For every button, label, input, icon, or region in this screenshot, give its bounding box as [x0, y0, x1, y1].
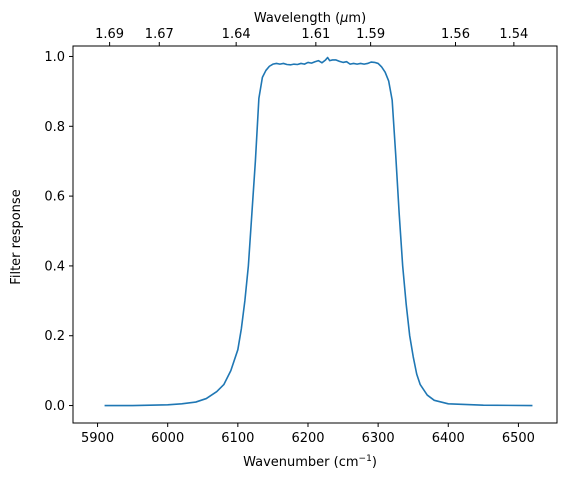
y-tick-label: 0.2 [44, 329, 65, 344]
top-tick-label: 1.61 [301, 27, 330, 42]
left-ticks: 0.0 0.2 0.4 0.6 0.8 1.0 [44, 50, 73, 414]
y-tick-label: 0.6 [44, 190, 65, 205]
filter-response-line [104, 56, 533, 407]
top-ticks: 1.69 1.67 1.64 1.61 1.59 1.56 1.54 [95, 27, 528, 46]
y-axis-label: Filter response [9, 189, 24, 284]
y-tick-label: 1.0 [44, 50, 65, 65]
x-tick-label: 6100 [221, 431, 254, 446]
x-axis-label-superscript: −1 [359, 454, 372, 464]
x-tick-label: 6200 [291, 431, 324, 446]
y-tick-label: 0.4 [44, 259, 65, 274]
top-tick-label: 1.54 [499, 27, 528, 42]
x-tick-label: 6400 [432, 431, 465, 446]
x-tick-label: 6000 [151, 431, 184, 446]
x-tick-label: 6500 [502, 431, 535, 446]
x-axis-label: Wavenumber (cm−1) [243, 454, 377, 470]
top-tick-label: 1.67 [145, 27, 174, 42]
top-axis-label-mu: μ [339, 11, 348, 26]
top-tick-label: 1.69 [95, 27, 124, 42]
x-tick-label: 6300 [362, 431, 395, 446]
top-axis-label: Wavelength (μm) [254, 11, 366, 26]
y-tick-label: 0.0 [44, 399, 65, 414]
top-tick-label: 1.64 [222, 27, 251, 42]
top-tick-label: 1.56 [441, 27, 470, 42]
plot-background [73, 46, 557, 423]
y-tick-label: 0.8 [44, 120, 65, 135]
bottom-ticks: 5900 6000 6100 6200 6300 6400 6500 [81, 423, 535, 446]
top-tick-label: 1.59 [356, 27, 385, 42]
plot-frame [72, 45, 558, 424]
x-tick-label: 5900 [81, 431, 114, 446]
